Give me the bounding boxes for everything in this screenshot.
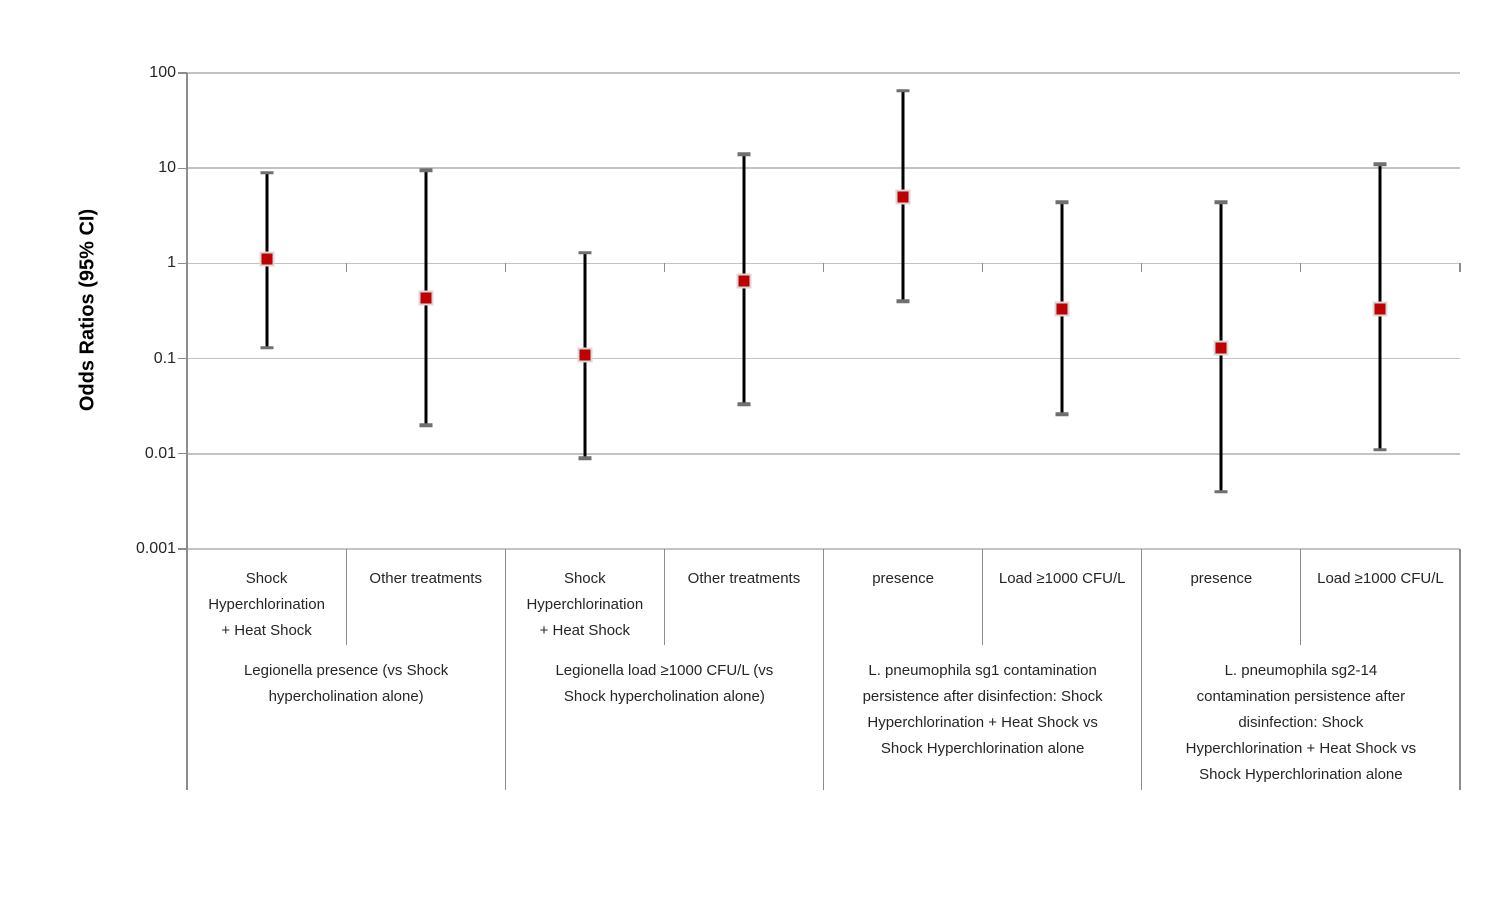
- category-axis-tick: [504, 263, 506, 273]
- error-bar-cap-upper: [1214, 200, 1228, 204]
- group-label: Legionella load ≥1000 CFU/L (vs Shock hy…: [555, 662, 774, 705]
- or-marker: [736, 273, 752, 289]
- error-bar-cap-lower: [1055, 412, 1069, 417]
- y-axis-title: Odds Ratios (95% CI): [76, 208, 99, 412]
- group-divider: [1141, 549, 1143, 790]
- y-tick-label: 0.01: [144, 444, 176, 462]
- category-axis-tick: [1141, 263, 1143, 273]
- or-marker: [418, 290, 434, 306]
- error-bar-cap-lower: [737, 402, 751, 407]
- error-bar-cap-lower: [419, 423, 433, 427]
- group-label: L. pneumophila sg2-14 contamination pers…: [1185, 662, 1417, 783]
- y-tick-mark: [178, 358, 187, 360]
- y-tick-label: 1: [167, 254, 176, 272]
- error-bar-cap-lower: [578, 456, 592, 460]
- category-divider: [663, 549, 665, 645]
- category-label: presence: [872, 570, 934, 587]
- error-bar-cap-upper: [896, 89, 910, 93]
- y-tick-label: 0.001: [135, 540, 176, 557]
- category-axis-tick: [822, 263, 825, 273]
- category-label: Shock Hyperchlorination + Heat Shock: [208, 570, 325, 639]
- category-axis-tick: [345, 263, 347, 273]
- y-tick-label: 10: [158, 159, 176, 177]
- error-bar-cap-lower: [1373, 448, 1387, 452]
- error-bar-cap-lower: [260, 346, 274, 350]
- group-divider: [504, 549, 506, 790]
- category-divider: [982, 549, 984, 645]
- or-marker: [1372, 301, 1388, 317]
- y-gridline: [187, 453, 1460, 455]
- or-marker: [1213, 340, 1229, 356]
- category-label: Load ≥1000 CFU/L: [1317, 570, 1444, 587]
- y-axis-line: [186, 73, 188, 790]
- category-label: Other treatments: [687, 570, 801, 587]
- y-tick-mark: [178, 72, 187, 74]
- error-bar-cap-upper: [419, 168, 433, 173]
- category-divider: [1300, 549, 1302, 645]
- or-marker: [895, 189, 911, 205]
- category-axis-tick: [982, 263, 984, 273]
- group-divider: [1459, 549, 1461, 790]
- y-gridline: [187, 72, 1460, 74]
- y-tick-mark: [178, 167, 187, 169]
- y-tick-label: 0.1: [153, 349, 176, 367]
- error-bar-cap-upper: [1055, 200, 1069, 204]
- category-label: Shock Hyperchlorination + Heat Shock: [526, 570, 644, 639]
- category-axis-tick: [1300, 263, 1302, 273]
- category-label: Other treatments: [369, 570, 482, 587]
- error-bar-cap-upper: [260, 170, 274, 175]
- y-tick-mark: [178, 453, 187, 455]
- group-divider: [822, 549, 825, 790]
- error-bar-cap-lower: [896, 299, 910, 304]
- category-label: presence: [1190, 570, 1253, 587]
- y-tick-mark: [178, 262, 187, 264]
- or-marker: [577, 347, 593, 363]
- error-bar-cap-upper: [1373, 162, 1387, 166]
- y-tick-label: 100: [149, 64, 176, 81]
- y-tick-mark: [178, 548, 187, 550]
- category-divider: [345, 549, 347, 645]
- or-marker: [259, 251, 275, 267]
- or-marker: [1054, 301, 1070, 317]
- group-label: Legionella presence (vs Shock hypercholi…: [243, 662, 449, 705]
- group-label: L. pneumophila sg1 contamination persist…: [862, 662, 1103, 757]
- y-gridline: [187, 167, 1460, 169]
- error-bar-cap-upper: [737, 152, 751, 157]
- category-axis-tick: [1459, 263, 1461, 273]
- error-bar-cap-lower: [1214, 489, 1228, 494]
- category-axis-tick: [663, 263, 665, 273]
- category-label: Load ≥1000 CFU/L: [998, 570, 1126, 587]
- y-gridline: [187, 357, 1460, 360]
- error-bar-cap-upper: [578, 250, 592, 255]
